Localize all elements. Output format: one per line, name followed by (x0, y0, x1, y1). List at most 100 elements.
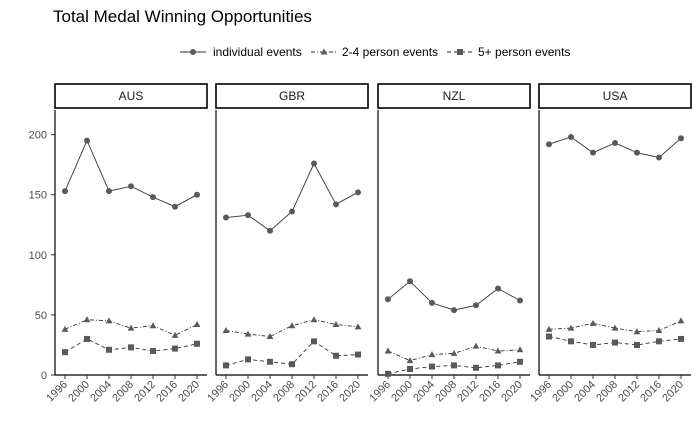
x-tick-label: 2020 (337, 379, 363, 405)
data-point-individual (84, 137, 90, 144)
data-point-5plus (495, 362, 501, 369)
data-point-individual (62, 188, 68, 195)
panel-label: GBR (279, 89, 305, 103)
data-point-2-4 (545, 325, 553, 332)
data-point-5plus (407, 365, 413, 372)
data-point-2-4 (494, 347, 502, 354)
x-tick-label: 2020 (176, 379, 202, 405)
data-point-2-4 (655, 327, 663, 334)
data-point-5plus (311, 338, 317, 345)
data-point-2-4 (244, 330, 252, 337)
legend-marker-individual (190, 49, 196, 55)
data-point-individual (223, 214, 229, 221)
data-point-5plus (289, 361, 295, 368)
data-point-2-4 (127, 324, 135, 331)
data-point-individual (311, 160, 317, 167)
x-tick-label: 2016 (477, 379, 503, 405)
data-point-5plus (62, 349, 68, 356)
y-tick-label: 200 (29, 130, 47, 142)
data-point-individual (590, 149, 596, 156)
data-point-5plus (355, 351, 361, 358)
data-point-2-4 (61, 325, 69, 332)
data-point-5plus (546, 333, 552, 340)
x-tick-label: 2000 (66, 379, 92, 405)
data-point-5plus (84, 335, 90, 342)
panel-strip (215, 83, 369, 109)
data-point-5plus (568, 338, 574, 345)
data-point-5plus (517, 358, 523, 365)
legend: individual events 2-4 person events 5+ p… (180, 45, 570, 59)
data-point-individual (267, 227, 273, 234)
data-point-5plus (590, 341, 596, 348)
x-tick-label: 2012 (132, 379, 158, 405)
data-point-individual (407, 278, 413, 285)
panel-strip (377, 83, 531, 109)
data-point-2-4 (384, 347, 392, 354)
x-tick-label: 2016 (154, 379, 180, 405)
data-point-5plus (612, 339, 618, 346)
data-point-individual (289, 208, 295, 215)
x-tick-label: 2004 (572, 379, 598, 405)
x-tick-label: 2020 (660, 379, 686, 405)
data-point-5plus (333, 352, 339, 359)
data-point-5plus (634, 341, 640, 348)
data-point-5plus (451, 362, 457, 369)
data-point-2-4 (222, 327, 230, 334)
data-point-2-4 (516, 346, 524, 353)
panel-strip (54, 83, 208, 109)
panel-label: NZL (443, 89, 466, 103)
y-tick-label: 0 (41, 370, 47, 382)
x-tick-label: 2000 (389, 379, 415, 405)
data-point-2-4 (266, 333, 274, 340)
x-tick-label: 2016 (315, 379, 341, 405)
series-line-individual (387, 280, 521, 311)
data-point-5plus (150, 347, 156, 354)
data-point-2-4 (428, 351, 436, 358)
data-point-2-4 (406, 357, 414, 364)
chart-title: Total Medal Winning Opportunities (53, 7, 312, 26)
panel-label: USA (603, 89, 628, 103)
x-tick-label: 2008 (433, 379, 459, 405)
data-point-individual (106, 188, 112, 195)
x-tick-label: 2020 (499, 379, 525, 405)
data-point-5plus (172, 345, 178, 352)
legend-label-2-4: 2-4 person events (342, 45, 438, 59)
data-point-individual (451, 307, 457, 314)
data-point-2-4 (332, 321, 340, 328)
data-point-2-4 (83, 316, 91, 323)
data-point-2-4 (611, 324, 619, 331)
x-tick-label: 2012 (293, 379, 319, 405)
data-point-individual (473, 302, 479, 309)
data-point-5plus (223, 362, 229, 369)
data-point-5plus (656, 338, 662, 345)
legend-label-individual: individual events (213, 45, 302, 59)
series-line-individual (225, 162, 359, 232)
data-point-individual (568, 134, 574, 141)
data-point-individual (172, 203, 178, 210)
data-point-5plus (429, 363, 435, 370)
data-point-individual (546, 141, 552, 148)
x-tick-label: 1996 (367, 379, 393, 405)
data-point-2-4 (450, 349, 458, 356)
y-tick-label: 50 (35, 310, 47, 322)
data-point-individual (333, 201, 339, 208)
data-point-5plus (678, 335, 684, 342)
panel-label: AUS (119, 89, 144, 103)
plot-area: 050100150200AUS1996200020042008201220162… (29, 83, 692, 405)
data-point-2-4 (633, 328, 641, 335)
data-point-2-4 (171, 331, 179, 338)
x-tick-label: 2000 (550, 379, 576, 405)
x-tick-label: 2008 (594, 379, 620, 405)
x-tick-label: 2004 (411, 379, 437, 405)
x-tick-label: 1996 (528, 379, 554, 405)
legend-label-5plus: 5+ person events (478, 45, 570, 59)
data-point-5plus (267, 358, 273, 365)
x-tick-label: 1996 (205, 379, 231, 405)
data-point-individual (150, 194, 156, 201)
y-tick-label: 150 (29, 190, 47, 202)
